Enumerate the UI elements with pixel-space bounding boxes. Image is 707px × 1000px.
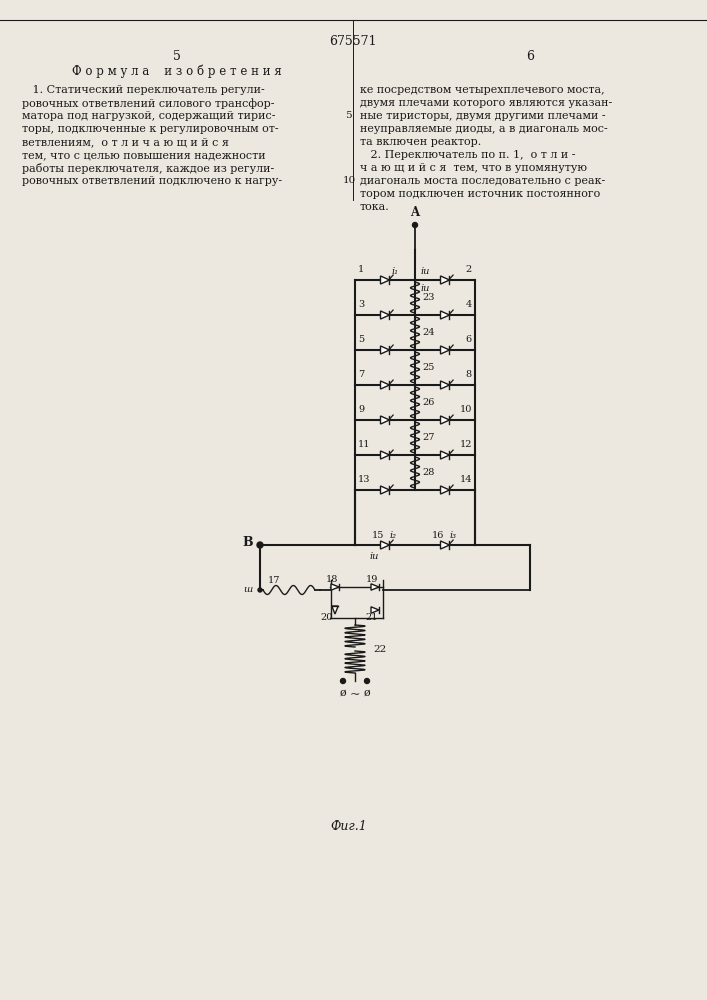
Text: 20: 20 bbox=[321, 613, 333, 622]
Polygon shape bbox=[380, 311, 390, 319]
Text: ветвлениям,  о т л и ч а ю щ и й с я: ветвлениям, о т л и ч а ю щ и й с я bbox=[22, 137, 229, 147]
Text: 6: 6 bbox=[526, 50, 534, 63]
Text: Фиг.1: Фиг.1 bbox=[330, 820, 367, 833]
Text: 12: 12 bbox=[460, 440, 472, 449]
Polygon shape bbox=[380, 346, 390, 354]
Text: ке посредством четырехплечевого моста,: ке посредством четырехплечевого моста, bbox=[360, 85, 604, 95]
Text: ч а ю щ и й с я  тем, что в упомянутую: ч а ю щ и й с я тем, что в упомянутую bbox=[360, 163, 587, 173]
Polygon shape bbox=[440, 276, 450, 284]
Polygon shape bbox=[371, 607, 379, 613]
Text: iи: iи bbox=[421, 267, 431, 276]
Text: 2. Переключатель по п. 1,  о т л и -: 2. Переключатель по п. 1, о т л и - bbox=[360, 150, 575, 160]
Text: двумя плечами которого являются указан-: двумя плечами которого являются указан- bbox=[360, 98, 612, 108]
Text: Ф о р м у л а    и з о б р е т е н и я: Ф о р м у л а и з о б р е т е н и я bbox=[72, 65, 282, 79]
Text: 13: 13 bbox=[358, 475, 370, 484]
Text: ø: ø bbox=[339, 688, 346, 698]
Text: 15: 15 bbox=[372, 531, 385, 540]
Text: 14: 14 bbox=[460, 475, 472, 484]
Text: 5: 5 bbox=[358, 335, 364, 344]
Text: работы переключателя, каждое из регули-: работы переключателя, каждое из регули- bbox=[22, 163, 274, 174]
Polygon shape bbox=[332, 606, 338, 614]
Text: тока.: тока. bbox=[360, 202, 390, 212]
Text: 23: 23 bbox=[422, 293, 435, 302]
Text: 10: 10 bbox=[460, 405, 472, 414]
Circle shape bbox=[257, 542, 263, 548]
Text: неуправляемые диоды, а в диагональ мос-: неуправляемые диоды, а в диагональ мос- bbox=[360, 124, 608, 134]
Text: 1: 1 bbox=[358, 265, 364, 274]
Text: 10: 10 bbox=[343, 176, 356, 185]
Text: ровочных ответвлений подключено к нагру-: ровочных ответвлений подключено к нагру- bbox=[22, 176, 282, 186]
Text: тем, что с целью повышения надежности: тем, что с целью повышения надежности bbox=[22, 150, 266, 160]
Polygon shape bbox=[371, 584, 379, 590]
Text: B: B bbox=[243, 536, 253, 550]
Polygon shape bbox=[440, 541, 450, 549]
Text: i₁: i₁ bbox=[392, 267, 399, 276]
Text: 17: 17 bbox=[268, 576, 281, 585]
Text: A: A bbox=[411, 206, 419, 219]
Text: 21: 21 bbox=[366, 613, 378, 622]
Text: iи: iи bbox=[370, 552, 380, 561]
Text: ø: ø bbox=[363, 688, 370, 698]
Text: матора под нагрузкой, содержащий тирис-: матора под нагрузкой, содержащий тирис- bbox=[22, 111, 276, 121]
Polygon shape bbox=[380, 416, 390, 424]
Text: торы, подключенные к регулировочным от-: торы, подключенные к регулировочным от- bbox=[22, 124, 279, 134]
Text: 11: 11 bbox=[358, 440, 370, 449]
Text: 22: 22 bbox=[373, 645, 386, 654]
Text: 7: 7 bbox=[358, 370, 364, 379]
Polygon shape bbox=[380, 486, 390, 494]
Text: ровочных ответвлений силового трансфор-: ровочных ответвлений силового трансфор- bbox=[22, 98, 274, 109]
Text: i₂: i₂ bbox=[390, 531, 397, 540]
Polygon shape bbox=[380, 276, 390, 284]
Text: ные тиристоры, двумя другими плечами -: ные тиристоры, двумя другими плечами - bbox=[360, 111, 606, 121]
Text: iи: iи bbox=[421, 284, 431, 293]
Circle shape bbox=[365, 678, 370, 684]
Circle shape bbox=[258, 588, 262, 592]
Text: 27: 27 bbox=[422, 433, 435, 442]
Circle shape bbox=[341, 678, 346, 684]
Polygon shape bbox=[440, 346, 450, 354]
Text: ~: ~ bbox=[350, 688, 361, 701]
Polygon shape bbox=[380, 451, 390, 459]
Text: 5: 5 bbox=[345, 111, 351, 120]
Text: 2: 2 bbox=[466, 265, 472, 274]
Polygon shape bbox=[380, 381, 390, 389]
Text: 26: 26 bbox=[422, 398, 434, 407]
Polygon shape bbox=[440, 416, 450, 424]
Text: та включен реактор.: та включен реактор. bbox=[360, 137, 481, 147]
Text: 6: 6 bbox=[466, 335, 472, 344]
Text: i₃: i₃ bbox=[450, 531, 457, 540]
Polygon shape bbox=[380, 541, 390, 549]
Circle shape bbox=[412, 223, 418, 228]
Polygon shape bbox=[440, 381, 450, 389]
Text: диагональ моста последовательно с реак-: диагональ моста последовательно с реак- bbox=[360, 176, 605, 186]
Text: 1. Статический переключатель регули-: 1. Статический переключатель регули- bbox=[22, 85, 264, 95]
Text: 19: 19 bbox=[366, 575, 378, 584]
Text: 8: 8 bbox=[466, 370, 472, 379]
Text: тором подключен источник постоянного: тором подключен источник постоянного bbox=[360, 189, 600, 199]
Text: 4: 4 bbox=[466, 300, 472, 309]
Text: 28: 28 bbox=[422, 468, 434, 477]
Text: 9: 9 bbox=[358, 405, 364, 414]
Polygon shape bbox=[331, 584, 339, 590]
Text: 24: 24 bbox=[422, 328, 435, 337]
Text: 18: 18 bbox=[326, 575, 338, 584]
Polygon shape bbox=[440, 311, 450, 319]
Text: 5: 5 bbox=[173, 50, 181, 63]
Text: 3: 3 bbox=[358, 300, 364, 309]
Text: 675571: 675571 bbox=[329, 35, 377, 48]
Text: 16: 16 bbox=[432, 531, 445, 540]
Polygon shape bbox=[440, 451, 450, 459]
Text: 25: 25 bbox=[422, 363, 434, 372]
Text: ш: ш bbox=[243, 585, 252, 594]
Polygon shape bbox=[440, 486, 450, 494]
